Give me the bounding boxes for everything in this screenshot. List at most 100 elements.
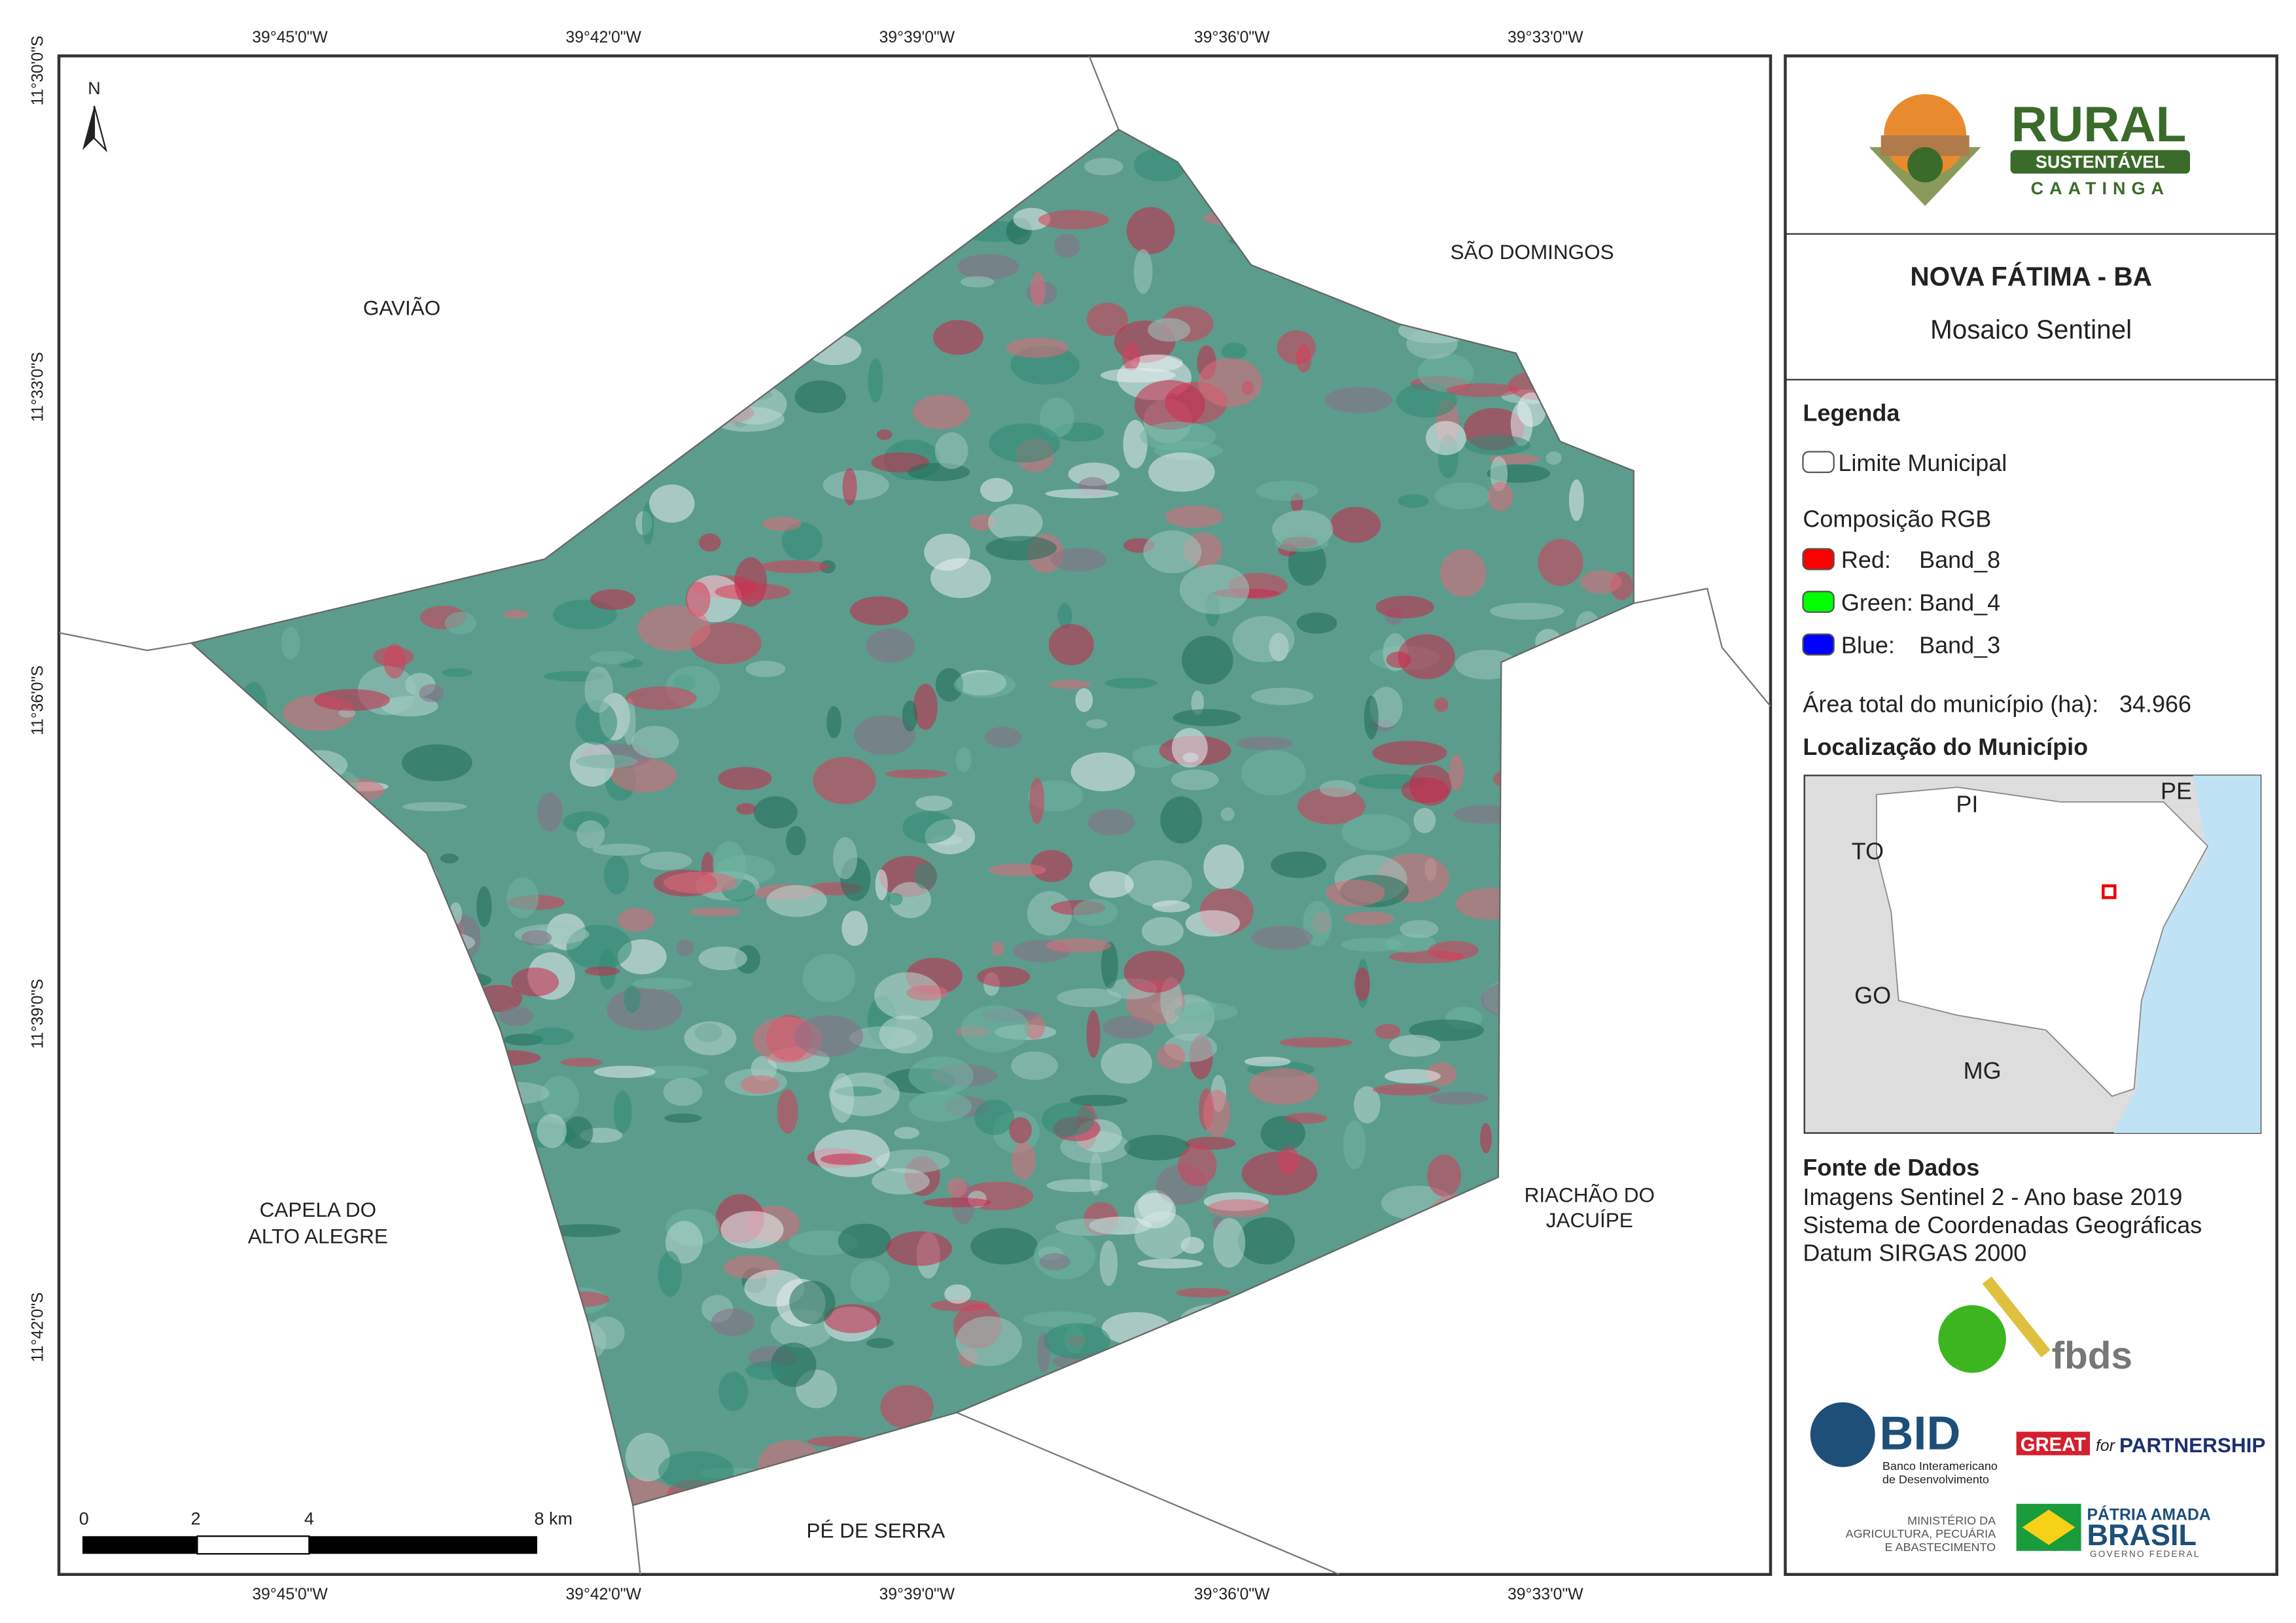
texture-patch bbox=[537, 1113, 567, 1148]
texture-patch bbox=[593, 1066, 656, 1078]
lat-label: 11°36'0"S bbox=[29, 665, 46, 735]
texture-patch bbox=[935, 668, 964, 702]
texture-patch bbox=[944, 1284, 971, 1304]
texture-patch bbox=[663, 1077, 703, 1106]
texture-patch bbox=[1191, 690, 1204, 716]
texture-patch bbox=[1049, 680, 1091, 689]
texture-patch bbox=[766, 884, 827, 917]
legend-item: Red: bbox=[1841, 546, 1891, 573]
texture-patch bbox=[720, 1211, 784, 1249]
texture-patch bbox=[906, 985, 948, 1001]
texture-patch bbox=[1397, 494, 1429, 508]
texture-patch bbox=[955, 1316, 1023, 1367]
texture-patch bbox=[718, 767, 772, 790]
neighbor-label: JACUÍPE bbox=[1546, 1208, 1633, 1232]
texture-patch bbox=[1538, 538, 1583, 586]
legend-item: Band_3 bbox=[1919, 632, 2000, 659]
texture-patch bbox=[649, 484, 695, 523]
texture-patch bbox=[1173, 708, 1241, 727]
texture-patch bbox=[1479, 1123, 1492, 1154]
texture-patch bbox=[956, 747, 972, 773]
texture-patch bbox=[1087, 809, 1135, 836]
texture-patch bbox=[1050, 548, 1107, 572]
neighbor-label: PÉ DE SERRA bbox=[807, 1519, 945, 1543]
texture-patch bbox=[1104, 677, 1157, 689]
texture-patch bbox=[1343, 1120, 1366, 1170]
texture-patch bbox=[1038, 210, 1109, 230]
texture-patch bbox=[1084, 158, 1123, 176]
texture-patch bbox=[1148, 318, 1191, 342]
logo-text: GOVERNO FEDERAL bbox=[2090, 1549, 2200, 1559]
scale-bar: 0 2 4 8 km bbox=[79, 1509, 573, 1555]
texture-patch bbox=[1181, 635, 1233, 685]
logo-text: PÁTRIA AMADA bbox=[2087, 1506, 2211, 1524]
texture-patch bbox=[1171, 769, 1219, 790]
texture-patch bbox=[1133, 249, 1153, 294]
texture-patch bbox=[1213, 1217, 1246, 1268]
texture-patch bbox=[383, 644, 406, 679]
texture-patch bbox=[402, 801, 467, 812]
texture-patch bbox=[1241, 750, 1306, 796]
logo-text: AGRICULTURA, PECUÁRIA bbox=[1846, 1527, 1996, 1541]
texture-patch bbox=[658, 1251, 682, 1297]
texture-patch bbox=[1039, 1253, 1070, 1270]
texture-patch bbox=[961, 1005, 1030, 1053]
neighbor-label: RIACHÃO DO bbox=[1525, 1183, 1655, 1207]
texture-patch bbox=[880, 1385, 934, 1429]
texture-patch bbox=[924, 533, 970, 571]
texture-patch bbox=[699, 533, 721, 552]
location-heading: Localização do Município bbox=[1803, 733, 2088, 760]
texture-patch bbox=[1045, 489, 1119, 498]
texture-patch bbox=[1417, 353, 1474, 392]
legend-item: Band_4 bbox=[1919, 589, 2000, 616]
legend-item: Blue: bbox=[1841, 632, 1895, 659]
state-label: MG bbox=[1964, 1057, 2002, 1084]
texture-patch bbox=[794, 1015, 864, 1057]
texture-patch bbox=[590, 651, 635, 665]
texture-patch bbox=[821, 1153, 872, 1165]
texture-patch bbox=[1057, 602, 1072, 629]
texture-patch bbox=[1057, 988, 1122, 1007]
texture-patch bbox=[419, 684, 444, 703]
texture-patch bbox=[1075, 688, 1093, 712]
texture-patch bbox=[1343, 911, 1395, 926]
texture-patch bbox=[618, 907, 655, 932]
texture-patch bbox=[1434, 482, 1491, 510]
map-title: NOVA FÁTIMA - BA bbox=[1910, 261, 2151, 291]
texture-patch bbox=[1143, 530, 1202, 574]
texture-patch bbox=[1024, 1014, 1046, 1039]
logo-text: BRASIL bbox=[2087, 1518, 2197, 1552]
lon-label: 39°36'0"W bbox=[1194, 1586, 1270, 1603]
texture-patch bbox=[1326, 879, 1385, 907]
texture-patch bbox=[1203, 1089, 1231, 1138]
texture-patch bbox=[1236, 737, 1293, 750]
texture-patch bbox=[1385, 1069, 1441, 1084]
texture-patch bbox=[908, 1056, 974, 1095]
texture-patch bbox=[989, 423, 1061, 463]
texture-patch bbox=[1428, 1092, 1489, 1105]
texture-patch bbox=[1100, 368, 1176, 383]
texture-patch bbox=[1203, 844, 1245, 890]
texture-patch bbox=[1354, 967, 1371, 1002]
texture-patch bbox=[1260, 1115, 1305, 1151]
texture-patch bbox=[894, 1126, 920, 1140]
texture-patch bbox=[961, 276, 995, 288]
texture-patch bbox=[923, 1197, 992, 1208]
texture-patch bbox=[584, 966, 620, 976]
texture-patch bbox=[1160, 796, 1203, 844]
texture-patch bbox=[830, 1073, 855, 1123]
logo-text: CAATINGA bbox=[2031, 179, 2170, 198]
texture-patch bbox=[503, 609, 529, 620]
logo-text: E ABASTECIMENTO bbox=[1885, 1541, 1996, 1554]
texture-patch bbox=[575, 700, 618, 745]
texture-patch bbox=[913, 684, 938, 730]
texture-patch bbox=[511, 968, 559, 997]
texture-patch bbox=[1011, 1051, 1058, 1080]
texture-patch bbox=[760, 560, 830, 574]
lon-label: 39°33'0"W bbox=[1508, 1586, 1583, 1603]
texture-patch bbox=[624, 986, 641, 1013]
texture-patch bbox=[1232, 616, 1295, 663]
texture-patch bbox=[1488, 481, 1513, 512]
texture-patch bbox=[1385, 934, 1436, 953]
texture-patch bbox=[849, 596, 909, 625]
